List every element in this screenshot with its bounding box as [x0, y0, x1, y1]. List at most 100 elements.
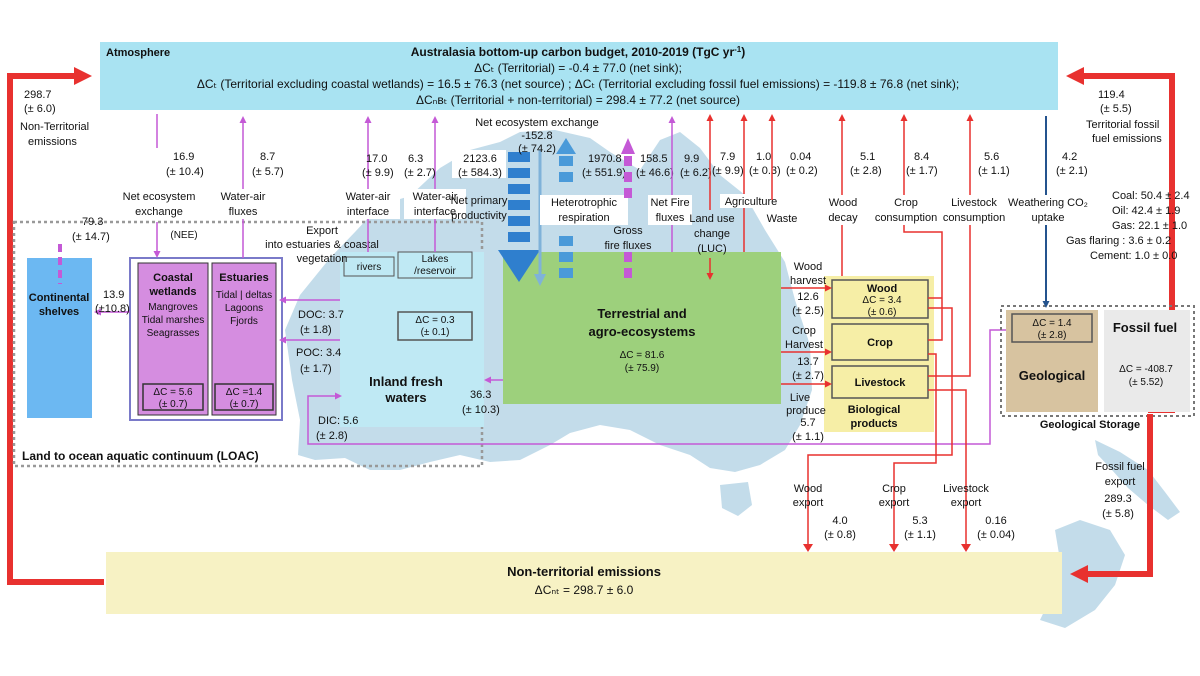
luc-label-2: change: [694, 228, 730, 240]
nee-label-2: exchange: [135, 206, 183, 218]
weathering-unc: (± 2.1): [1056, 165, 1088, 177]
crop-consumption-value: 8.4: [914, 151, 929, 163]
nt-emissions-unc: (± 6.0): [24, 103, 56, 115]
ff-export-unc: (± 5.8): [1102, 508, 1134, 520]
crop-export-unc: (± 1.1): [904, 529, 936, 541]
fossil-fuel-export-arrow: [1070, 414, 1153, 583]
net-fire-value: 9.9: [684, 153, 699, 165]
gross-fire-label-2: fire fluxes: [604, 240, 652, 252]
wood-title: Wood: [867, 283, 897, 295]
crop-consumption-label-bg: [870, 195, 942, 225]
luc-label-3: (LUC): [697, 243, 726, 255]
estuaries-box: [211, 262, 277, 416]
nee-label-1: Net ecosystem: [123, 191, 196, 203]
lakes-delta-value: ΔC = 0.3: [415, 315, 455, 326]
het-label-2: respiration: [558, 212, 609, 224]
nete-label: Net ecosystem exchange: [475, 117, 599, 129]
estuaries-delta-value: ΔC =1.4: [226, 387, 263, 398]
agriculture-label-bg: [720, 194, 782, 208]
dic-value: DIC: 5.6: [318, 415, 358, 427]
cw-title-1: Coastal: [153, 272, 193, 284]
weathering-label-2: uptake: [1031, 212, 1064, 224]
fossil-fuel-title: Fossil fuel: [1113, 320, 1177, 335]
tasmania-shape: [720, 482, 752, 516]
net-fire-unc: (± 6.2): [680, 167, 712, 179]
net-fire-label-2: fluxes: [656, 212, 685, 224]
npp-dashed-arrow: [498, 152, 540, 282]
ff-export-label-2: export: [1105, 476, 1136, 488]
lakes-label-2: /reservoir: [414, 266, 456, 277]
wood-box: [831, 279, 929, 319]
rivers-wa-value: 17.0: [366, 153, 387, 165]
rivers-wa-unc: (± 9.9): [362, 167, 394, 179]
estuaries-item-fjords: Fjords: [230, 316, 258, 327]
terrestrial-delta: ΔC = 81.6: [620, 350, 665, 361]
weathering-label-bg: [1008, 195, 1088, 225]
estuaries-item-deltas: Tidal | deltas: [216, 290, 272, 301]
coastal-flux-value: 13.9: [103, 289, 124, 301]
livestock-consumption-value: 5.6: [984, 151, 999, 163]
new-zealand-north-shape: [1095, 440, 1180, 520]
coastal-flux-unc: (±10.8): [95, 303, 130, 315]
lateral-export-unc: (± 10.3): [462, 404, 500, 416]
nee-tag: (NEE): [170, 230, 197, 241]
cw-item-tidal-marshes: Tidal marshes: [142, 315, 204, 326]
wood-decay-unc: (± 2.8): [850, 165, 882, 177]
dic-unc: (± 2.8): [316, 430, 348, 442]
het-unc: (± 551.9): [582, 167, 626, 179]
estuaries-delta-unc: (± 0.7): [230, 399, 259, 410]
gross-fire-unc: (± 46.6): [636, 167, 674, 179]
wood-export-unc: (± 0.8): [824, 529, 856, 541]
geological-delta: ΔC = 1.4: [1032, 318, 1072, 329]
het-value: 1970.8: [588, 153, 622, 165]
wood-export-label-1: Wood: [794, 483, 823, 495]
crop-harvest-value: 13.7: [797, 356, 818, 368]
terrestrial-box: [503, 252, 781, 404]
bio-products-label-2: products: [850, 418, 897, 430]
fossil-emissions-label-1: Territorial fossil: [1086, 119, 1159, 131]
wood-decay-value: 5.1: [860, 151, 875, 163]
geological-delta-unc: (± 2.8): [1038, 330, 1067, 341]
water-air-flux-unc: (± 5.7): [252, 166, 284, 178]
inland-title-1: Inland fresh: [369, 374, 443, 389]
wood-delta: ΔC = 3.4: [862, 295, 902, 306]
water-air-flux-value: 8.7: [260, 151, 275, 163]
wood-decay-label-1: Wood: [829, 197, 858, 209]
nete-unc: (± 74.2): [518, 143, 556, 155]
npp-value-bg: [452, 150, 506, 178]
non-territorial-loop-arrow: [7, 67, 104, 585]
livestock-export-head: [961, 544, 971, 552]
lateral-export-value: 36.3: [470, 389, 491, 401]
lakes-wa-label-1: Water-air: [413, 191, 458, 203]
lakes-wa-label-2: interface: [414, 206, 456, 218]
lakes-delta-box: [397, 311, 473, 341]
wood-export-value: 4.0: [832, 515, 847, 527]
npp-value: 2123.6: [463, 153, 497, 165]
weathering-label-1: Weathering CO₂: [1008, 197, 1088, 209]
dic-geological-path: [307, 329, 1010, 445]
lakes-wa-label-bg: [404, 189, 466, 219]
crop-harvest-label-2: Harvest: [785, 339, 823, 351]
agriculture-value: 1.0: [756, 151, 771, 163]
crop-harvest-unc: (± 2.7): [792, 370, 824, 382]
livestock-consumption-label-1: Livestock: [951, 197, 997, 209]
net-fire-label-bg: [648, 195, 692, 225]
cw-delta-unc: (± 0.7): [159, 399, 188, 410]
wood-delta-unc: (± 0.6): [868, 307, 897, 318]
poc-unc: (± 1.7): [300, 363, 332, 375]
livestock-title: Livestock: [855, 377, 907, 389]
budget-line-territorial: ΔCₜ (Territorial) = -0.4 ± 77.0 (net sin…: [474, 61, 682, 75]
live-produce-label-2: produce: [786, 405, 826, 417]
budget-line-nbt: ΔCₙʙₜ (Territorial + non-territorial) = …: [416, 93, 740, 107]
export-label-3: vegetation: [297, 253, 348, 265]
oil-value: Oil: 42.4 ± 1.9: [1112, 205, 1180, 217]
npp-unc: (± 584.3): [458, 167, 502, 179]
het-label-1: Heterotrophic: [551, 197, 618, 209]
shelves-flux-value: 79.3: [82, 216, 103, 228]
nt-box-title: Non-territorial emissions: [507, 564, 661, 579]
gas-flaring-value: Gas flaring : 3.6 ± 0.2: [1066, 235, 1171, 247]
rivers-label: rivers: [357, 262, 381, 273]
continental-shelves-box: [27, 258, 92, 418]
